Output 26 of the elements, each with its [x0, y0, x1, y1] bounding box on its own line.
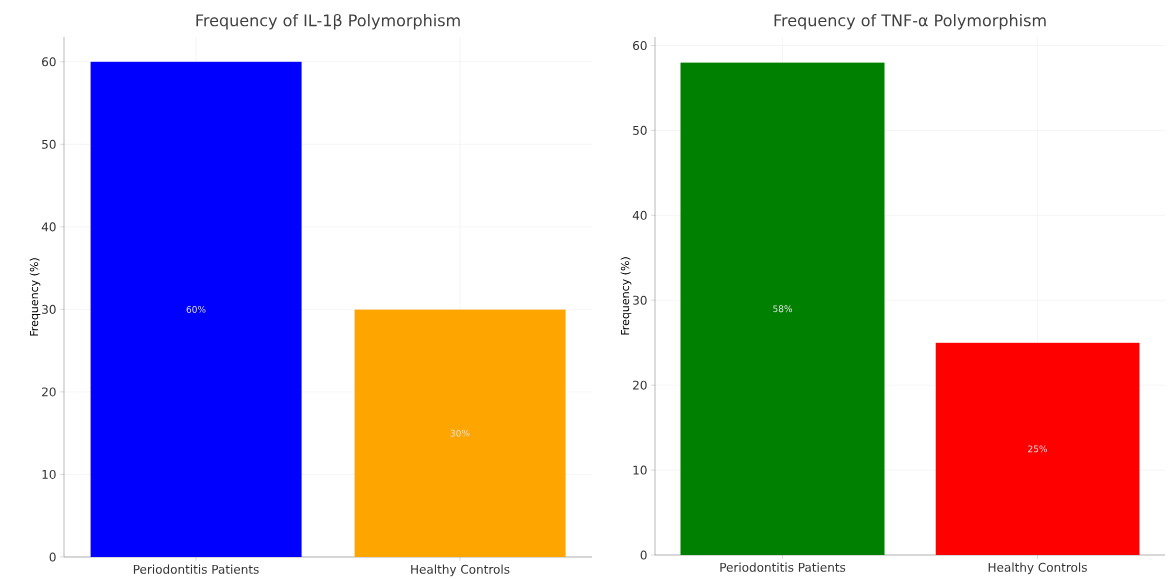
- data-label: 25%: [1028, 445, 1048, 453]
- data-label: 58%: [773, 305, 793, 313]
- y-tick-label: 20: [42, 387, 56, 397]
- x-tick-label: Healthy Controls: [988, 562, 1087, 575]
- chart-title: Frequency of IL-1β Polymorphism: [196, 13, 460, 30]
- y-tick-label: 60: [42, 57, 56, 67]
- y-tick-label: 50: [42, 139, 56, 149]
- x-tick-label: Periodontitis Patients: [133, 564, 259, 574]
- y-tick-label: 10: [42, 469, 56, 479]
- y-tick-label: 40: [41, 222, 56, 232]
- y-tick-label: 0: [49, 552, 56, 562]
- y-tick-label: 0: [640, 550, 647, 560]
- chart-title: Frequency of TNF-α Polymorphism: [774, 13, 1046, 30]
- y-tick-label: 40: [632, 210, 647, 220]
- y-tick-label: 60: [633, 40, 647, 51]
- y-tick-label: 30: [42, 304, 56, 314]
- data-label: 30%: [450, 429, 470, 437]
- y-tick-label: 30: [633, 295, 647, 305]
- y-axis-title: Frequency (%): [620, 257, 632, 335]
- x-tick-label: Healthy Controls: [411, 564, 510, 577]
- y-tick-label: 20: [633, 380, 647, 390]
- x-tick-label: Periodontitis Patients: [720, 562, 846, 572]
- data-label: 60%: [186, 305, 206, 313]
- y-axis-title: Frequency (%): [29, 258, 41, 336]
- y-tick-label: 10: [633, 465, 647, 475]
- y-tick-label: 50: [633, 125, 647, 135]
